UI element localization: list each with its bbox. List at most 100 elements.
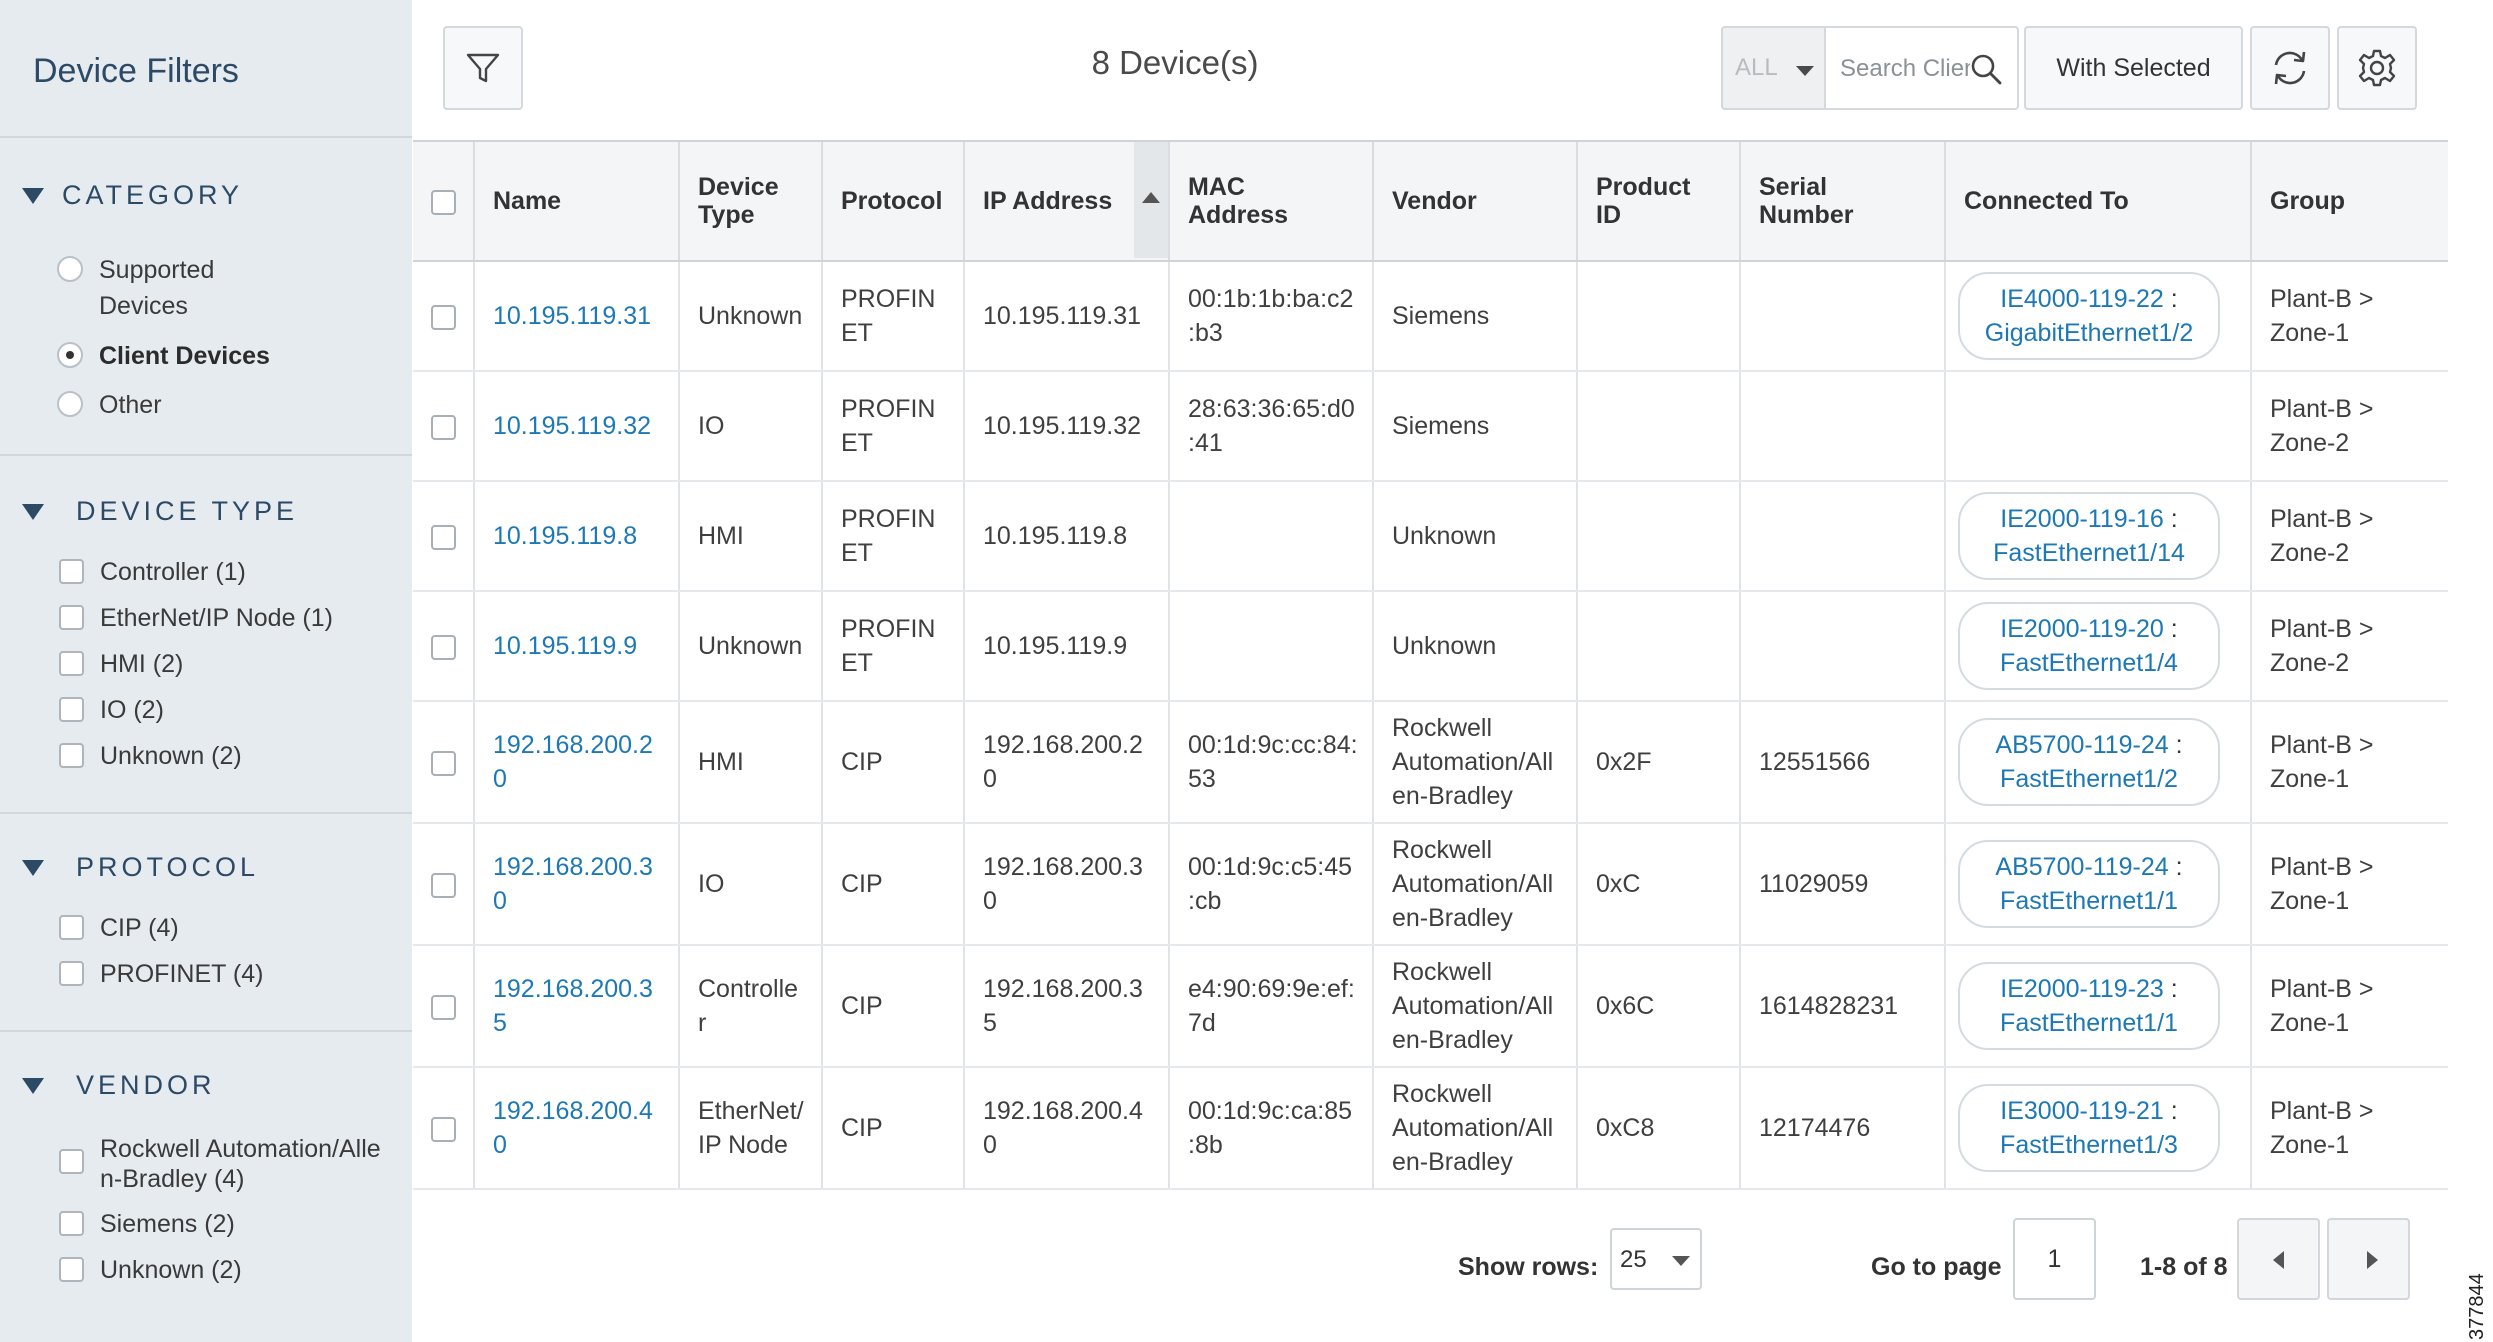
refresh-button[interactable] (2250, 26, 2330, 110)
device-name-link[interactable]: 192.168.200.3 (493, 975, 653, 1003)
page-number-input[interactable] (2013, 1218, 2096, 1300)
search-icon[interactable] (1969, 52, 2003, 86)
column-header-connected-to[interactable]: Connected To (1944, 140, 2251, 262)
cell-name[interactable]: 10.195.119.32 (473, 371, 679, 482)
sort-ascending-icon[interactable] (1134, 142, 1168, 258)
row-checkbox[interactable] (430, 872, 456, 898)
device-name-link[interactable]: 10.195.119.9 (493, 632, 638, 660)
cell-name[interactable]: 192.168.200.3 0 (473, 823, 679, 946)
device-type-option-io[interactable]: IO (2) (59, 692, 164, 728)
device-name-link[interactable]: 0 (493, 1131, 507, 1159)
connected-switch-link[interactable]: IE2000-119-16 : FastEthernet1/14 (1958, 492, 2220, 580)
device-name-link[interactable]: 0 (493, 887, 507, 915)
connected-switch-link[interactable]: IE2000-119-20 : FastEthernet1/4 (1958, 602, 2220, 690)
cell-device-type: HMI (678, 701, 822, 824)
cell-text: IO (698, 870, 725, 898)
row-checkbox[interactable] (430, 994, 456, 1020)
vendor-section-toggle[interactable]: VENDOR (22, 1070, 216, 1101)
table-row[interactable]: 10.195.119.32 IO PROFIN ET 10.195.119.32 28:6… (413, 371, 2448, 482)
device-name-link[interactable]: 10.195.119.8 (493, 522, 638, 550)
device-name-link[interactable]: 192.168.200.4 (493, 1097, 653, 1125)
row-checkbox[interactable] (430, 524, 456, 550)
cell-name[interactable]: 10.195.119.31 (473, 261, 679, 372)
cell-name[interactable]: 192.168.200.4 0 (473, 1067, 679, 1190)
cell-name[interactable]: 192.168.200.3 5 (473, 945, 679, 1068)
filter-toggle-button[interactable] (443, 26, 523, 110)
row-checkbox[interactable] (430, 634, 456, 660)
device-name-link[interactable]: 10.195.119.32 (493, 412, 652, 440)
radio-button[interactable] (57, 391, 83, 417)
category-option-other[interactable]: Other (57, 387, 162, 423)
table-row[interactable]: 192.168.200.4 0 EtherNet/IP Node CIP 192.168… (413, 1067, 2448, 1190)
cell-name[interactable]: 10.195.119.8 (473, 481, 679, 592)
search-input[interactable] (1840, 52, 1970, 86)
category-option-supported-devices[interactable]: Supported Devices (57, 252, 214, 324)
device-name-link[interactable]: 0 (493, 765, 507, 793)
column-header-product-id[interactable]: Product ID (1576, 140, 1740, 262)
connected-switch-link[interactable]: IE2000-119-23 : FastEthernet1/1 (1958, 962, 2220, 1050)
vendor-option-siemens[interactable]: Siemens (2) (59, 1206, 235, 1242)
connected-switch-link[interactable]: AB5700-119-24 : FastEthernet1/2 (1958, 718, 2220, 806)
category-option-client-devices[interactable]: Client Devices (57, 338, 270, 374)
table-row[interactable]: 192.168.200.2 0 HMI CIP 192.168.200.2 0 00:1d:… (413, 701, 2448, 824)
checkbox[interactable] (59, 915, 84, 940)
row-checkbox[interactable] (430, 304, 456, 330)
column-header-serial-number[interactable]: Serial Number (1739, 140, 1945, 262)
checkbox[interactable] (59, 1257, 84, 1282)
checkbox[interactable] (59, 559, 84, 584)
column-header-mac-address[interactable]: MAC Address (1168, 140, 1373, 262)
settings-button[interactable] (2337, 26, 2417, 110)
table-row[interactable]: 192.168.200.3 5 Controlle r CIP 192.168.200.3… (413, 945, 2448, 1068)
column-header-protocol[interactable]: Protocol (821, 140, 964, 262)
cell-text: 10.195.119.31 (983, 302, 1142, 330)
connected-switch-link[interactable]: IE4000-119-22 : GigabitEthernet1/2 (1958, 272, 2220, 360)
radio-button-selected[interactable] (57, 342, 83, 368)
column-header-ip-address[interactable]: IP Address (963, 140, 1169, 262)
with-selected-button[interactable]: With Selected (2024, 26, 2243, 110)
column-header-group[interactable]: Group (2250, 140, 2448, 262)
device-type-option-hmi[interactable]: HMI (2) (59, 646, 183, 682)
column-header-name[interactable]: Name (473, 140, 679, 262)
device-type-option-unknown[interactable]: Unknown (2) (59, 738, 242, 774)
table-row[interactable]: 10.195.119.9 Unknown PROFIN ET 10.195.119.9 U… (413, 591, 2448, 702)
cell-name[interactable]: 192.168.200.2 0 (473, 701, 679, 824)
table-row[interactable]: 192.168.200.3 0 IO CIP 192.168.200.3 0 00:1d:9… (413, 823, 2448, 946)
cell-text: 00:1d:9c:c5:45 (1188, 853, 1353, 881)
table-row[interactable]: 10.195.119.8 HMI PROFIN ET 10.195.119.8 Unkno… (413, 481, 2448, 592)
select-all-checkbox[interactable] (430, 189, 456, 215)
rows-per-page-select[interactable]: 25 (1610, 1228, 1702, 1290)
column-header-vendor[interactable]: Vendor (1372, 140, 1577, 262)
category-section-toggle[interactable]: CATEGORY (22, 180, 243, 211)
vendor-option-rockwell[interactable]: Rockwell Automation/Alle n-Bradley (4) (59, 1134, 381, 1194)
device-type-section-toggle[interactable]: DEVICE TYPE (22, 496, 298, 527)
previous-page-button[interactable] (2237, 1218, 2320, 1300)
checkbox[interactable] (59, 1149, 84, 1174)
device-name-link[interactable]: 192.168.200.3 (493, 853, 653, 881)
checkbox[interactable] (59, 961, 84, 986)
protocol-section-toggle[interactable]: PROTOCOL (22, 852, 259, 883)
row-checkbox[interactable] (430, 1116, 456, 1142)
checkbox[interactable] (59, 1211, 84, 1236)
table-row[interactable]: 10.195.119.31 Unknown PROFIN ET 10.195.119.3… (413, 261, 2448, 372)
row-checkbox[interactable] (430, 414, 456, 440)
device-name-link[interactable]: 10.195.119.31 (493, 302, 652, 330)
connected-switch-link[interactable]: AB5700-119-24 : FastEthernet1/1 (1958, 840, 2220, 928)
checkbox[interactable] (59, 605, 84, 630)
cell-name[interactable]: 10.195.119.9 (473, 591, 679, 702)
device-name-link[interactable]: 5 (493, 1009, 507, 1037)
checkbox[interactable] (59, 697, 84, 722)
device-type-option-controller[interactable]: Controller (1) (59, 554, 246, 590)
row-checkbox[interactable] (430, 750, 456, 776)
connected-switch-link[interactable]: IE3000-119-21 : FastEthernet1/3 (1958, 1084, 2220, 1172)
device-type-option-ethernet-ip-node[interactable]: EtherNet/IP Node (1) (59, 600, 333, 636)
protocol-option-profinet[interactable]: PROFINET (4) (59, 956, 263, 992)
radio-button[interactable] (57, 256, 83, 282)
column-header-device-type[interactable]: Device Type (678, 140, 822, 262)
search-scope-dropdown[interactable]: ALL (1721, 26, 1826, 110)
vendor-option-unknown[interactable]: Unknown (2) (59, 1252, 242, 1288)
checkbox[interactable] (59, 651, 84, 676)
protocol-option-cip[interactable]: CIP (4) (59, 910, 179, 946)
checkbox[interactable] (59, 743, 84, 768)
next-page-button[interactable] (2327, 1218, 2410, 1300)
device-name-link[interactable]: 192.168.200.2 (493, 731, 653, 759)
